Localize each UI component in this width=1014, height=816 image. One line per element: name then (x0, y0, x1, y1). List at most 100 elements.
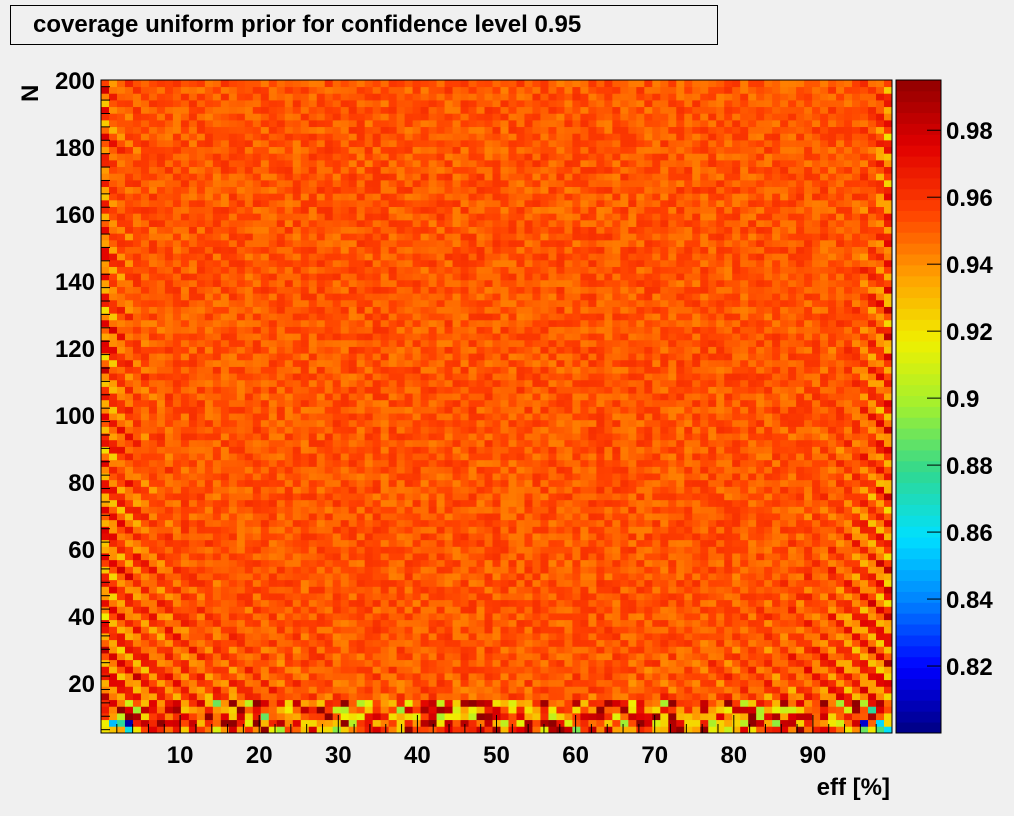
heatmap-cell (628, 586, 637, 594)
heatmap-cell (252, 686, 262, 694)
heatmap-cell (260, 479, 270, 487)
heatmap-cell (788, 706, 797, 714)
heatmap-cell (116, 566, 126, 574)
heatmap-cell (740, 713, 749, 721)
heatmap-cell (748, 539, 757, 547)
heatmap-cell (300, 453, 310, 461)
heatmap-cell (876, 713, 885, 721)
heatmap-cell (276, 419, 286, 427)
heatmap-cell (164, 693, 174, 701)
heatmap-cell (684, 666, 693, 674)
heatmap-cell (308, 446, 318, 454)
heatmap-cell (796, 713, 805, 721)
heatmap-cell (108, 526, 118, 534)
heatmap-cell (252, 526, 262, 534)
heatmap-cell (652, 673, 661, 681)
heatmap-cell (820, 526, 829, 534)
heatmap-cell (644, 553, 653, 561)
heatmap-cell (148, 413, 158, 421)
heatmap-cell (772, 406, 781, 414)
heatmap-cell (132, 419, 142, 427)
heatmap-cell (780, 646, 789, 654)
heatmap-cell (516, 473, 525, 481)
heatmap-cell (340, 513, 350, 521)
heatmap-cell (196, 726, 206, 734)
heatmap-cell (572, 513, 581, 521)
heatmap-cell (572, 619, 581, 627)
heatmap-cell (516, 526, 525, 534)
heatmap-cell (332, 426, 342, 434)
heatmap-cell (428, 633, 437, 641)
heatmap-cell (876, 626, 885, 634)
heatmap-cell (636, 493, 645, 501)
heatmap-cell (596, 559, 605, 567)
heatmap-cell (820, 419, 829, 427)
heatmap-cell (388, 599, 398, 607)
heatmap-cell (196, 493, 206, 501)
heatmap-cell (380, 633, 390, 641)
heatmap-cell (836, 566, 845, 574)
heatmap-cell (644, 533, 653, 541)
heatmap-cell (300, 619, 310, 627)
heatmap-cell (252, 446, 262, 454)
heatmap-cell (412, 399, 421, 407)
heatmap-cell (372, 639, 382, 647)
heatmap-cell (756, 419, 765, 427)
heatmap-cell (380, 559, 390, 567)
heatmap-cell (244, 399, 254, 407)
heatmap-cell (644, 579, 653, 587)
heatmap-cell (476, 526, 485, 534)
heatmap-cell (308, 399, 318, 407)
heatmap-cell (452, 533, 461, 541)
heatmap-cell (412, 546, 421, 554)
heatmap-cell (428, 539, 437, 547)
heatmap-cell (508, 653, 517, 661)
heatmap-cell (812, 599, 821, 607)
heatmap-cell (236, 486, 246, 494)
heatmap-cell (404, 533, 414, 541)
heatmap-cell (572, 626, 581, 634)
heatmap-cell (164, 433, 174, 441)
heatmap-cell (428, 439, 437, 447)
heatmap-cell (372, 493, 382, 501)
heatmap-cell (204, 393, 214, 401)
heatmap-cell (716, 513, 725, 521)
heatmap-cell (748, 579, 757, 587)
heatmap-cell (772, 479, 781, 487)
heatmap-cell (164, 426, 174, 434)
heatmap-cell (516, 426, 525, 434)
heatmap-cell (708, 659, 717, 667)
heatmap-cell (700, 633, 709, 641)
heatmap-cell (764, 473, 773, 481)
heatmap-cell (268, 579, 278, 587)
heatmap-cell (884, 453, 893, 461)
heatmap-cell (156, 613, 166, 621)
heatmap-cell (180, 706, 190, 714)
heatmap-cell (692, 579, 701, 587)
heatmap-cell (780, 566, 789, 574)
heatmap-cell (828, 519, 837, 527)
heatmap-cell (580, 706, 589, 714)
heatmap-cell (796, 559, 805, 567)
heatmap-cell (420, 646, 429, 654)
heatmap-cell (204, 453, 214, 461)
heatmap-cell (116, 526, 126, 534)
heatmap-cell (684, 426, 693, 434)
heatmap-cell (772, 546, 781, 554)
heatmap-cell (292, 546, 302, 554)
heatmap-cell (764, 579, 773, 587)
heatmap-cell (716, 486, 725, 494)
heatmap-cell (820, 433, 829, 441)
heatmap-cell (572, 586, 581, 594)
heatmap-cell (444, 533, 453, 541)
heatmap-cell (612, 433, 621, 441)
heatmap-cell (636, 499, 645, 507)
heatmap-cell (564, 413, 573, 421)
heatmap-cell (868, 533, 877, 541)
heatmap-cell (660, 719, 669, 727)
chart-title: coverage uniform prior for confidence le… (10, 5, 718, 45)
heatmap-cell (204, 633, 214, 641)
heatmap-cell (876, 613, 885, 621)
heatmap-cell (524, 426, 533, 434)
heatmap-cell (172, 539, 182, 547)
